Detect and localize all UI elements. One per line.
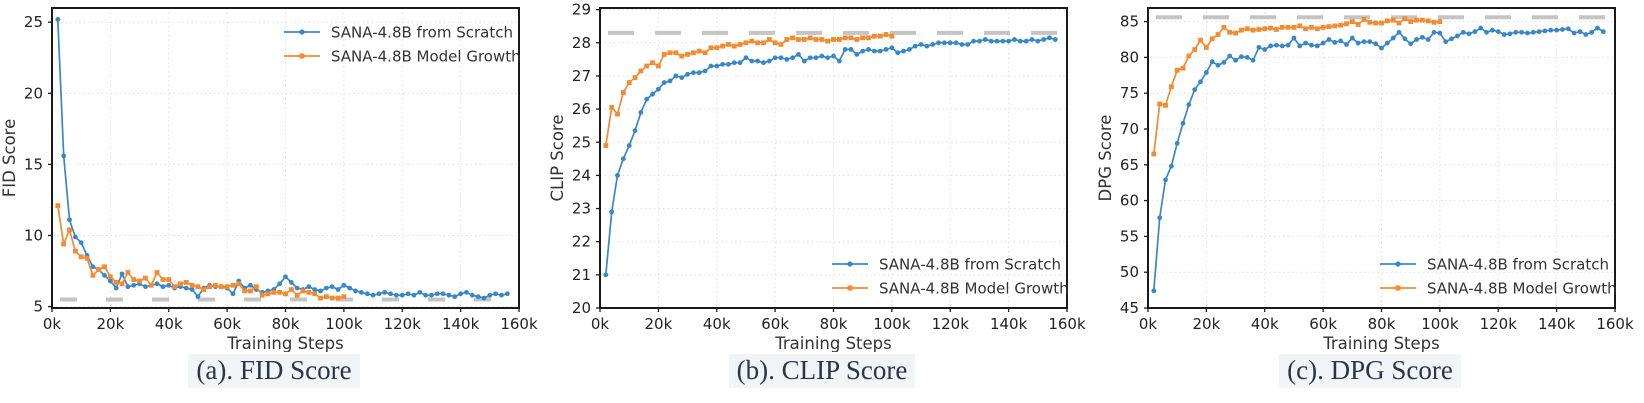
x-tick-label: 20k	[96, 315, 124, 333]
legend-label: SANA-4.8B from Scratch	[879, 256, 1061, 274]
x-tick-label: 140k	[990, 315, 1028, 333]
x-tick-label: 80k	[272, 315, 300, 333]
tick-marks	[1144, 20, 1616, 312]
legend-label: SANA-4.8B Model Growth	[879, 280, 1069, 298]
series-markers-0	[603, 35, 1058, 278]
series-1	[603, 32, 895, 148]
y-tick-label: 29	[572, 1, 591, 19]
legend: SANA-4.8B from Scratch SANA-4.8B Model Gr…	[832, 256, 1069, 298]
x-tick-label: 40k	[1251, 315, 1279, 333]
caption-fid: (a). FID Score	[188, 354, 360, 388]
x-tick-label: 40k	[703, 315, 731, 333]
y-tick-label: 21	[572, 266, 591, 284]
caption-fid-text: (a). FID Score	[188, 354, 360, 388]
y-tick-label: 27	[572, 67, 591, 85]
caption-clip: (b). CLIP Score	[728, 354, 916, 388]
series-1	[55, 203, 347, 301]
y-tick-label: 15	[24, 155, 43, 173]
y-tick-label: 50	[1120, 263, 1139, 281]
tick-marks	[48, 21, 520, 312]
y-tick-label: 20	[572, 299, 591, 317]
legend: SANA-4.8B from Scratch SANA-4.8B Model Gr…	[1380, 256, 1617, 298]
dpg-score-chart: 0k 20k 40k 60k 80k 100k 120k 140k 160k 45 50 55 60 65…	[1096, 7, 1634, 352]
y-tick-label: 75	[1120, 84, 1139, 102]
legend-label: SANA-4.8B Model Growth	[331, 48, 521, 66]
y-tick-label: 65	[1120, 156, 1139, 174]
y-tick-label: 26	[572, 100, 591, 118]
x-tick-label: 40k	[155, 315, 183, 333]
y-tick-label: 24	[572, 166, 591, 184]
series-markers-0	[55, 16, 510, 301]
y-tick-label: 10	[24, 226, 43, 244]
series-markers-1	[55, 203, 347, 301]
y-tick-label: 85	[1120, 13, 1139, 31]
y-tick-label: 20	[24, 84, 43, 102]
x-axis-label: Training Steps	[226, 334, 344, 352]
series-markers-1	[1151, 16, 1443, 157]
x-tick-label: 20k	[644, 315, 672, 333]
x-tick-label: 80k	[820, 315, 848, 333]
x-tick-label: 100k	[1421, 315, 1459, 333]
x-tick-label: 140k	[1538, 315, 1576, 333]
fid-score-chart: 0k 20k 40k 60k 80k 100k 120k 140k 160k 5 10 15 20 25 T…	[0, 7, 538, 352]
x-tick-label: 100k	[325, 315, 363, 333]
series-markers-1	[603, 32, 895, 148]
clip-score-chart: 0k 20k 40k 60k 80k 100k 120k 140k 160k 20 21 22 23 24…	[548, 1, 1086, 352]
x-tick-label: 120k	[1480, 315, 1518, 333]
y-tick-label: 80	[1120, 48, 1139, 66]
legend: SANA-4.8B from Scratch SANA-4.8B Model Gr…	[284, 24, 521, 66]
series-markers-0	[1151, 25, 1606, 294]
x-tick-label: 60k	[761, 315, 789, 333]
x-tick-label: 20k	[1192, 315, 1220, 333]
y-axis-label: CLIP Score	[548, 115, 567, 202]
chart-panel-clip: 0k 20k 40k 60k 80k 100k 120k 140k 160k 20 21 22 23 24…	[548, 0, 1096, 403]
y-axis-label: DPG Score	[1096, 115, 1115, 202]
series-0	[55, 16, 510, 301]
x-tick-label: 120k	[932, 315, 970, 333]
legend-label: SANA-4.8B from Scratch	[1427, 256, 1609, 274]
y-tick-label: 55	[1120, 227, 1139, 245]
caption-dpg-text: (c). DPG Score	[1279, 354, 1461, 388]
chart-panel-fid: 0k 20k 40k 60k 80k 100k 120k 140k 160k 5 10 15 20 25 T…	[0, 0, 548, 403]
series-line-0	[604, 36, 1056, 275]
y-tick-label: 25	[572, 133, 591, 151]
x-tick-label: 100k	[873, 315, 911, 333]
x-tick-label: 120k	[384, 315, 422, 333]
series-0	[1151, 25, 1606, 294]
y-tick-label: 60	[1120, 192, 1139, 210]
x-tick-label: 140k	[442, 315, 480, 333]
y-tick-label: 70	[1120, 120, 1139, 138]
x-axis-label: Training Steps	[1322, 334, 1440, 352]
y-tick-label: 5	[33, 298, 43, 316]
series-1	[1151, 16, 1443, 157]
x-tick-label: 0k	[591, 315, 610, 333]
tick-marks	[596, 9, 1068, 312]
y-tick-label: 23	[572, 200, 591, 218]
series-line-1	[56, 205, 345, 299]
series-line-1	[604, 33, 893, 146]
legend-label: SANA-4.8B from Scratch	[331, 24, 513, 42]
x-axis-label: Training Steps	[774, 334, 892, 352]
x-tick-label: 60k	[213, 315, 241, 333]
series-0	[603, 35, 1058, 278]
y-tick-label: 28	[572, 34, 591, 52]
x-tick-label: 80k	[1368, 315, 1396, 333]
x-tick-label: 160k	[1596, 315, 1634, 333]
legend-label: SANA-4.8B Model Growth	[1427, 280, 1617, 298]
caption-dpg: (c). DPG Score	[1279, 354, 1461, 388]
y-tick-label: 25	[24, 13, 43, 31]
y-tick-label: 22	[572, 233, 591, 251]
x-tick-label: 0k	[1139, 315, 1158, 333]
x-tick-label: 160k	[500, 315, 538, 333]
caption-clip-text: (b). CLIP Score	[728, 354, 916, 388]
x-tick-label: 0k	[43, 315, 62, 333]
series-line-0	[1152, 27, 1604, 291]
x-tick-label: 160k	[1048, 315, 1086, 333]
y-tick-label: 45	[1120, 299, 1139, 317]
chart-panel-dpg: 0k 20k 40k 60k 80k 100k 120k 140k 160k 45 50 55 60 65…	[1096, 0, 1644, 403]
x-tick-label: 60k	[1309, 315, 1337, 333]
y-axis-label: FID Score	[0, 119, 19, 198]
